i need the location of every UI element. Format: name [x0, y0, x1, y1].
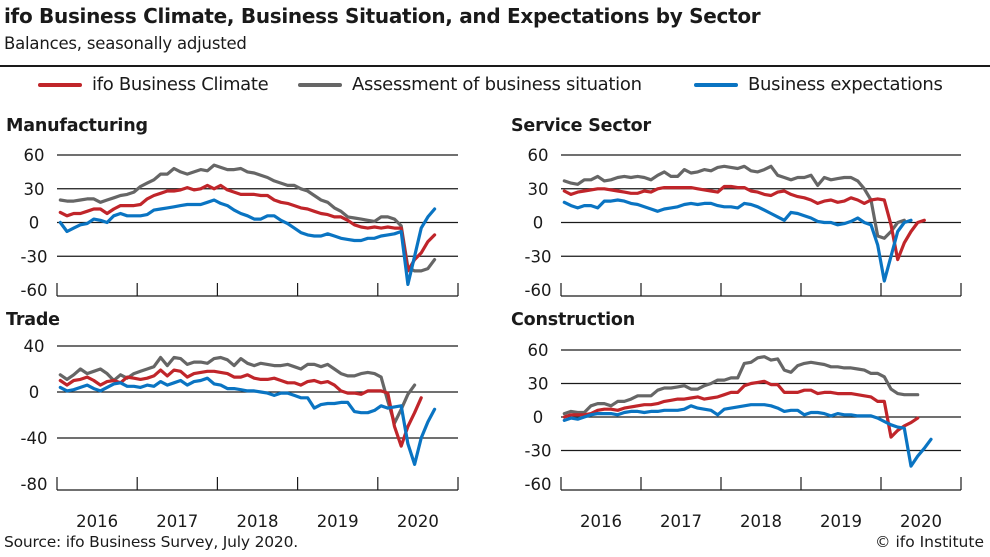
- trade-x-tick-label: 2016: [76, 512, 118, 531]
- trade-y-tick-label: 40: [24, 337, 45, 356]
- legend-swatch-expectations: [694, 82, 738, 87]
- service-y-tick-label: 30: [528, 180, 549, 199]
- trade-y-tick-label: -40: [21, 429, 48, 448]
- trade-y-tick-label: 0: [29, 383, 40, 402]
- construction-x-tick-label: 2017: [660, 512, 702, 531]
- construction-y-tick-label: 0: [533, 408, 544, 427]
- trade-x-tick-label: 2019: [317, 512, 359, 531]
- legend: ifo Business Climate Assessment of busin…: [0, 74, 990, 102]
- construction-line-expectations: [562, 403, 933, 468]
- legend-label-situation: Assessment of business situation: [352, 74, 642, 95]
- header-divider: [0, 65, 990, 67]
- legend-label-climate: ifo Business Climate: [92, 74, 269, 95]
- service-y-tick-label: 0: [533, 214, 544, 233]
- trade-x-tick-label: 2018: [237, 512, 279, 531]
- construction-x-tick-label: 2020: [900, 512, 942, 531]
- copyright-note: © ifo Institute: [875, 533, 984, 551]
- construction-y-tick-label: 60: [528, 341, 549, 360]
- manufacturing-y-tick-label: 0: [29, 214, 40, 233]
- service-y-tick-label: 60: [528, 146, 549, 165]
- construction-y-tick-label: 30: [528, 375, 549, 394]
- construction-y-tick-label: -60: [525, 475, 552, 494]
- construction-x-tick-label: 2019: [820, 512, 862, 531]
- construction-y-tick-label: -30: [525, 442, 552, 461]
- legend-item-climate: ifo Business Climate: [38, 74, 269, 95]
- trade-line-climate: [58, 368, 423, 448]
- trade-line-situation: [58, 355, 417, 425]
- chart-title: ifo Business Climate, Business Situation…: [4, 4, 761, 28]
- service-line-situation: [562, 164, 906, 240]
- legend-swatch-situation: [298, 82, 342, 87]
- manufacturing-line-situation: [58, 163, 437, 273]
- panel-title-service: Service Sector: [511, 116, 651, 136]
- service-y-tick-label: -60: [525, 281, 552, 300]
- panel-title-construction: Construction: [511, 310, 636, 330]
- trade-x-tick-label: 2020: [397, 512, 439, 531]
- trade-y-tick-label: -80: [21, 475, 48, 494]
- legend-item-expectations: Business expectations: [694, 74, 943, 95]
- service-line-expectations: [562, 198, 913, 283]
- legend-label-expectations: Business expectations: [748, 74, 943, 95]
- trade-line-expectations: [58, 376, 437, 466]
- construction-x-tick-label: 2016: [580, 512, 622, 531]
- legend-item-situation: Assessment of business situation: [298, 74, 642, 95]
- service-y-tick-label: -30: [525, 247, 552, 266]
- chart-subtitle: Balances, seasonally adjusted: [4, 34, 247, 53]
- manufacturing-y-tick-label: -30: [21, 247, 48, 266]
- construction-line-climate: [562, 379, 920, 439]
- manufacturing-line-climate: [58, 183, 437, 273]
- construction-x-tick-label: 2018: [740, 512, 782, 531]
- manufacturing-y-tick-label: 60: [24, 146, 45, 165]
- source-note: Source: ifo Business Survey, July 2020.: [4, 533, 298, 551]
- panel-title-trade: Trade: [6, 310, 60, 330]
- manufacturing-y-tick-label: 30: [24, 180, 45, 199]
- manufacturing-line-expectations: [58, 198, 437, 286]
- manufacturing-y-tick-label: -60: [21, 281, 48, 300]
- service-line-climate: [562, 184, 926, 262]
- construction-line-situation: [562, 355, 920, 416]
- legend-swatch-climate: [38, 82, 82, 87]
- panel-title-manufacturing: Manufacturing: [6, 116, 148, 136]
- trade-x-tick-label: 2017: [156, 512, 198, 531]
